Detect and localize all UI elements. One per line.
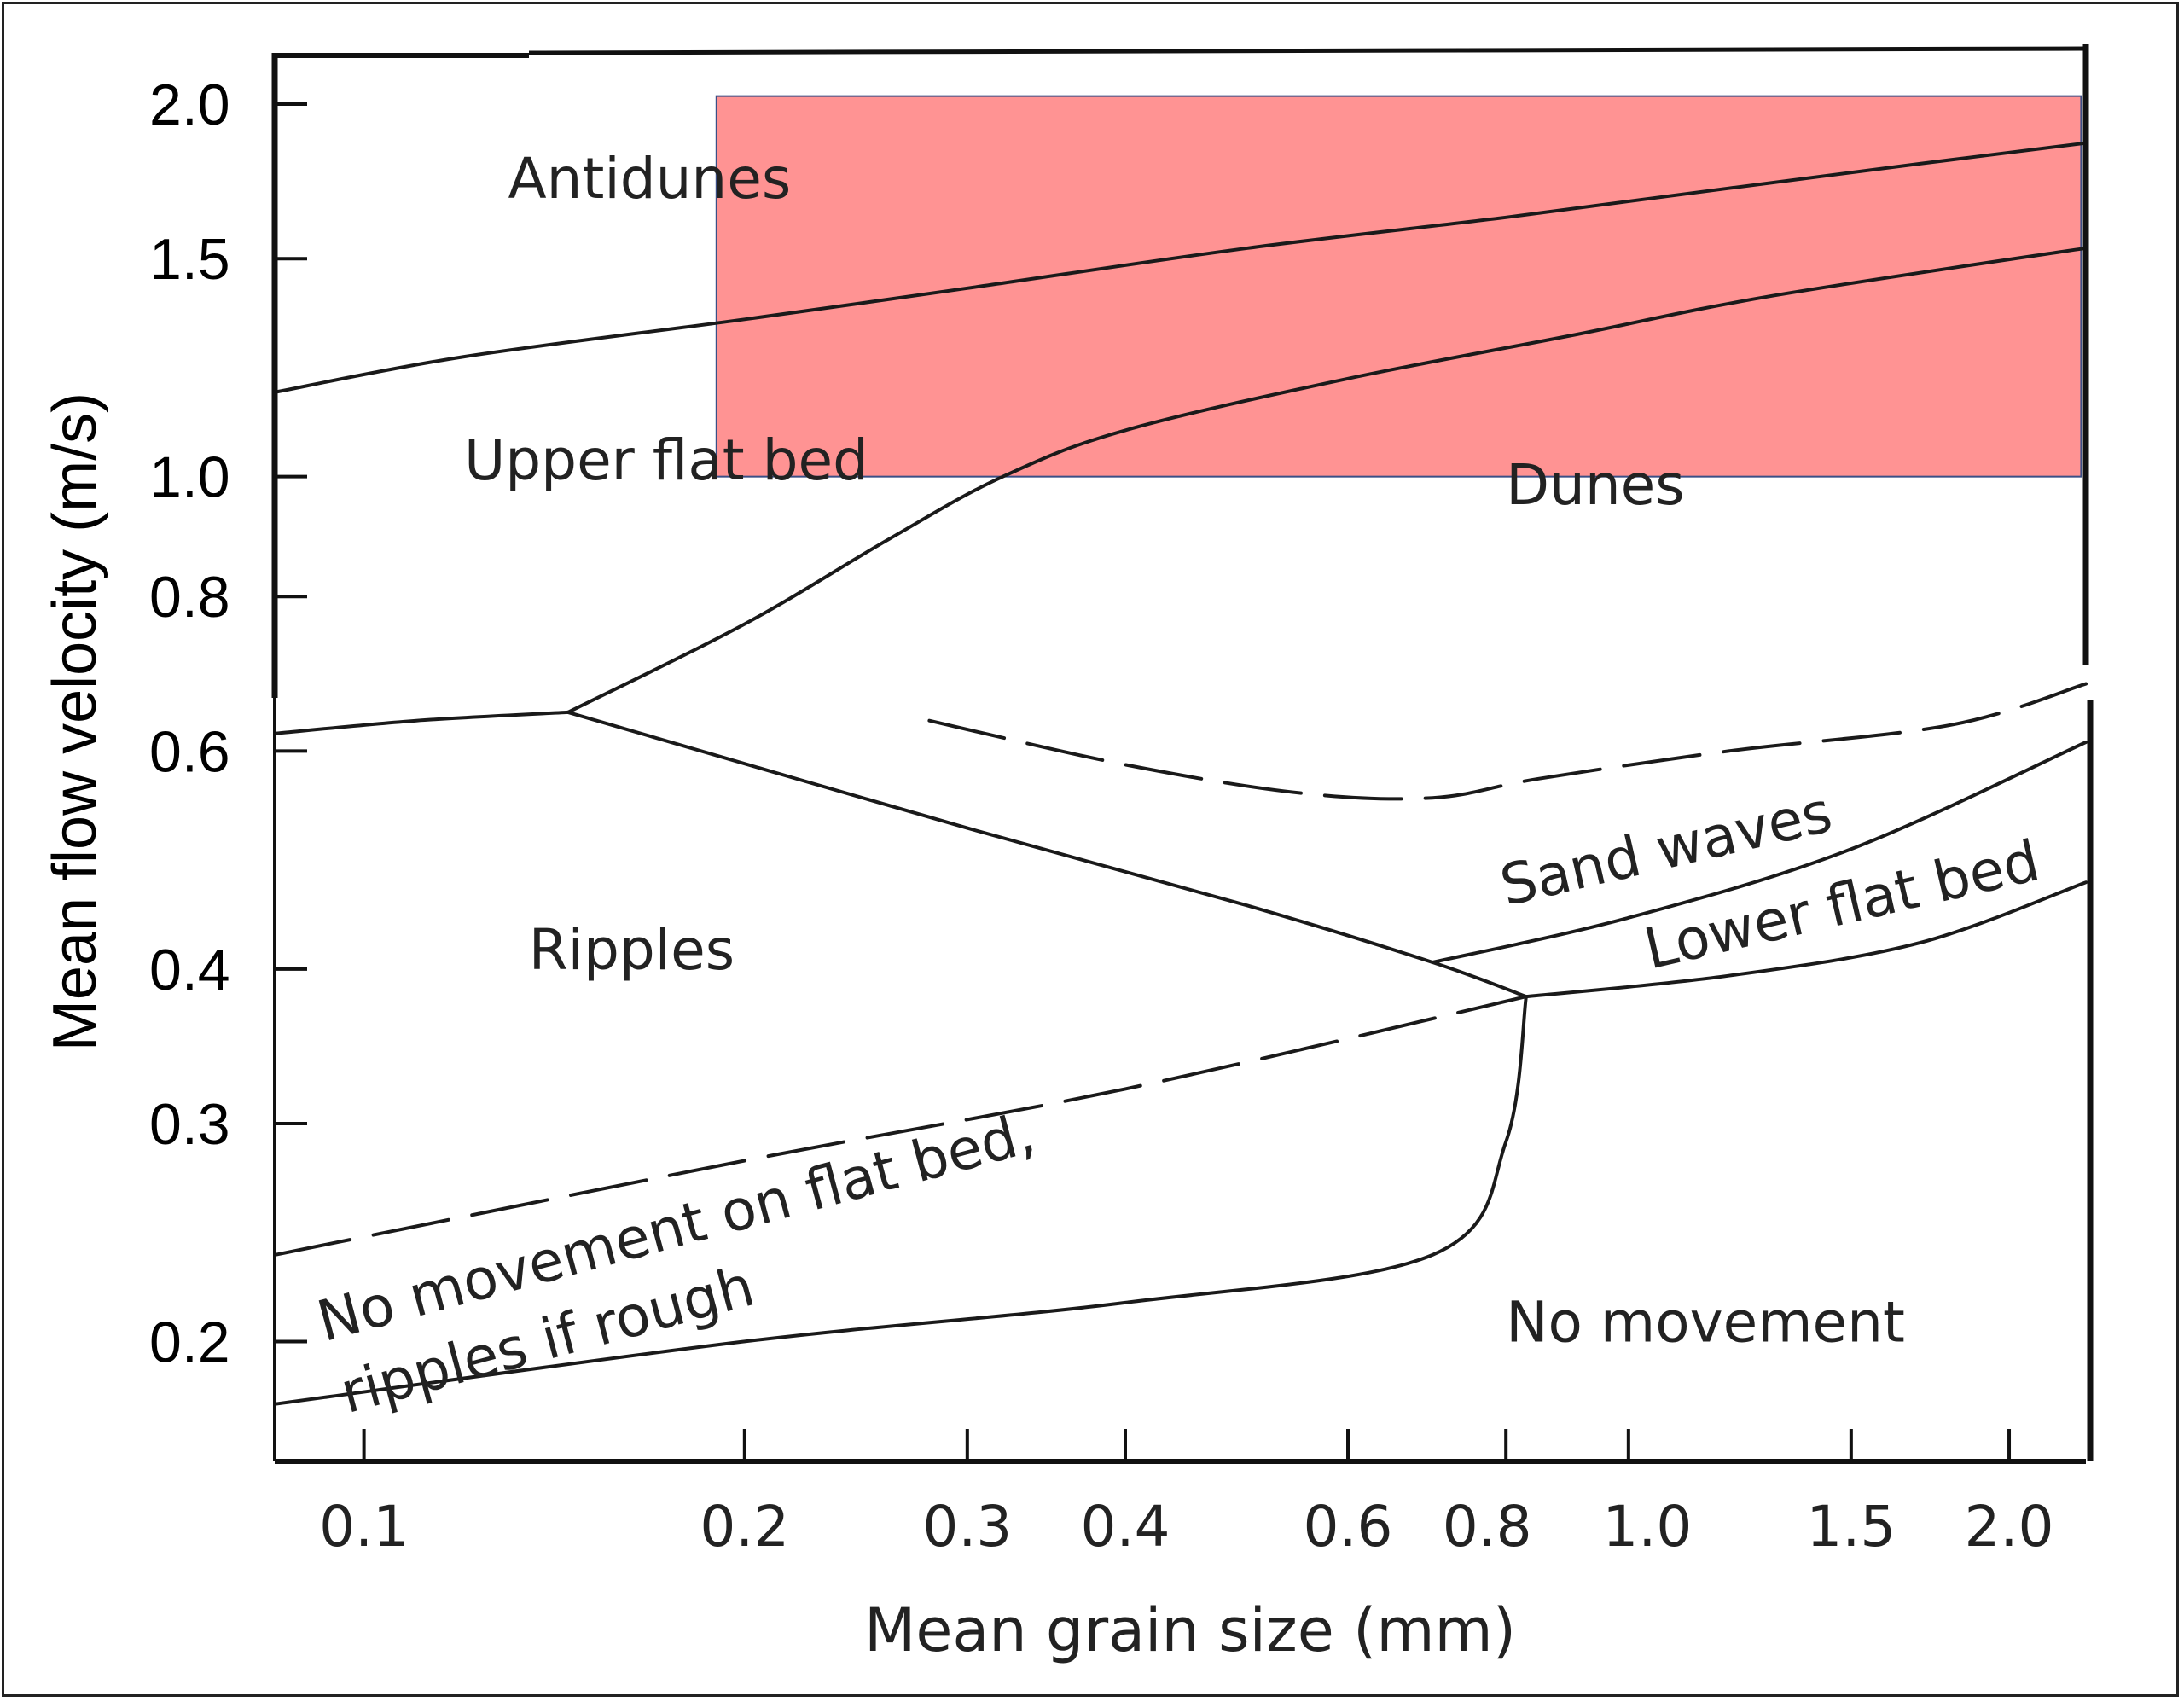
boundary-line-sand-waves-lower-flat: [1431, 741, 2088, 964]
boundary-line-antidunes-upper-flat: [273, 141, 2088, 394]
x-tick-label-0.1: 0.1: [319, 1494, 409, 1560]
y-tick-label-0.3: 0.3: [149, 1092, 230, 1157]
x-tick-label-0.6: 0.6: [1304, 1494, 1393, 1560]
y-tick-label-0.4: 0.4: [149, 938, 230, 1002]
region-label-1: Upper flat bed: [464, 427, 868, 493]
region-label-2: Dunes: [1506, 452, 1684, 518]
x-tick-label-2.0: 2.0: [1965, 1494, 2054, 1560]
y-tick-label-1.0: 1.0: [149, 445, 230, 510]
boundary-line-ripples-no-movement-flat: [273, 995, 1528, 1257]
region-label-3: Ripples: [529, 917, 735, 983]
x-tick-label-1.0: 1.0: [1602, 1494, 1692, 1560]
boundary-layer: [273, 141, 2088, 1406]
highlight-region: [715, 95, 2082, 478]
y-tick-label-0.2: 0.2: [149, 1310, 230, 1374]
x-tick-label-0.2: 0.2: [700, 1494, 789, 1560]
y-tick-label-0.8: 0.8: [149, 565, 230, 630]
x-tick-label-0.3: 0.3: [922, 1494, 1012, 1560]
y-tick-label-2.0: 2.0: [149, 73, 230, 137]
region-label-6: No movement: [1506, 1289, 1905, 1355]
y-tick-label-1.5: 1.5: [149, 227, 230, 292]
y-axis-title: Mean flow velocity (m/s): [41, 392, 109, 1051]
x-tick-label-0.8: 0.8: [1443, 1494, 1532, 1560]
top-border-right: [528, 46, 2087, 55]
boundary-line-upper-flat-dunes: [566, 246, 2088, 714]
boundary-line-no-movement-flat-no-movement: [273, 995, 1528, 1406]
boundary-line-lower-flat-no-movement: [1524, 880, 2088, 999]
x-tick-label-0.4: 0.4: [1081, 1494, 1170, 1560]
boundary-line-ripples-upper-flat: [273, 710, 570, 735]
axes-layer: 0.2 0.3 0.4 0.6 0.8 1.0 1.5 2.0 0.1 0.2 0.3 0.4 0.6 0…: [149, 44, 2094, 1560]
x-axis-title: Mean grain size (mm): [864, 1595, 1516, 1665]
boundary-line-dunes-sand-waves: [927, 682, 2088, 801]
x-tick-label-1.5: 1.5: [1806, 1494, 1896, 1560]
highlight-layer: [715, 95, 2082, 478]
y-tick-label-0.6: 0.6: [149, 719, 230, 784]
region-label-0: Antidunes: [508, 146, 792, 212]
